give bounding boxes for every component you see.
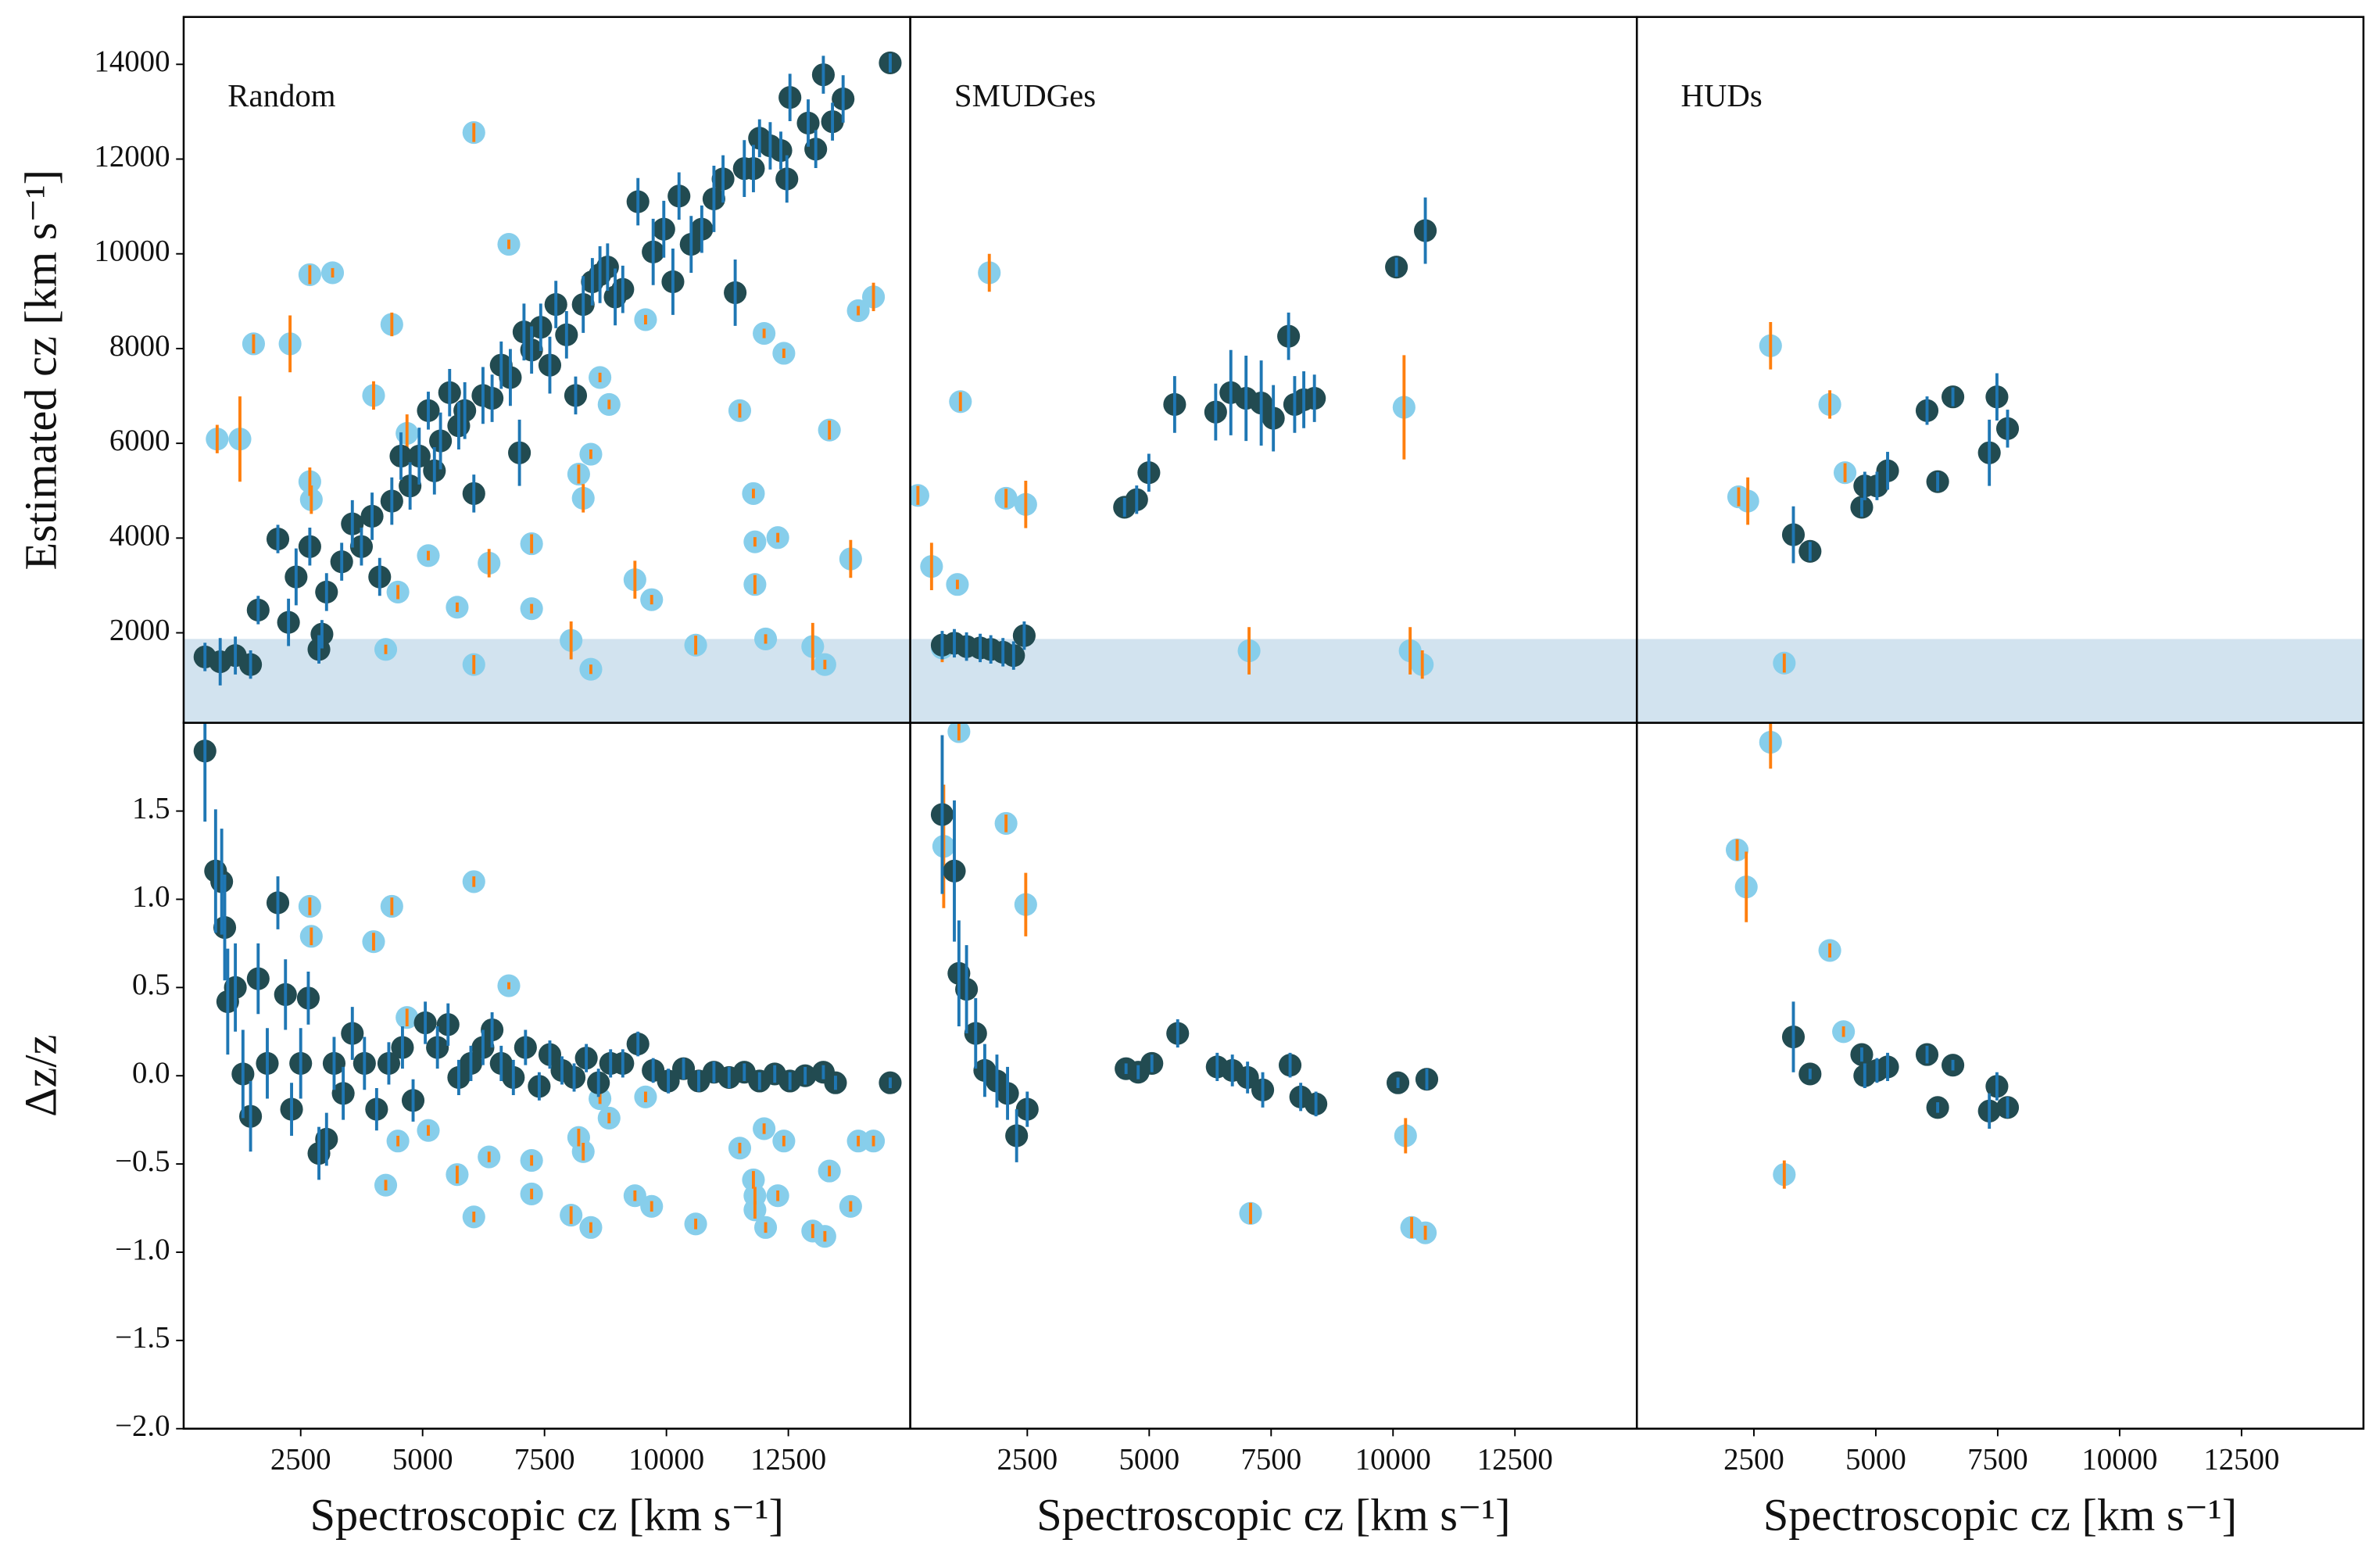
y-tick-label: −1.5 <box>115 1321 170 1355</box>
panel-frame <box>1635 16 2365 724</box>
y-tick-label: 8000 <box>109 329 170 363</box>
y-axis-label: Estimated cz [km s⁻¹] <box>16 170 66 570</box>
x-tick-label: 2500 <box>997 1442 1058 1476</box>
y-axis-label: Δz/z <box>16 1035 66 1117</box>
y-tick-label: 0.5 <box>132 968 170 1001</box>
y-tick-label: −1.0 <box>115 1233 170 1266</box>
x-tick-label: 5000 <box>1845 1442 1906 1476</box>
panel <box>930 722 1439 1244</box>
panel-title: SMUDGes <box>954 78 1096 113</box>
y-tick-label: 10000 <box>94 235 170 268</box>
x-tick-label: 12500 <box>1477 1442 1553 1476</box>
y-tick-label: 1.5 <box>132 791 170 825</box>
x-axis-label: Spectroscopic cz [km s⁻¹] <box>1036 1490 1510 1541</box>
y-tick-label: 2000 <box>109 613 170 646</box>
panel-title: HUDs <box>1681 78 1763 113</box>
panel-frame <box>909 16 1638 724</box>
x-tick-label: 2500 <box>1723 1442 1784 1476</box>
x-tick-label: 12500 <box>750 1442 826 1476</box>
y-tick-label: 1.0 <box>132 879 170 913</box>
panel <box>1637 321 2364 723</box>
x-tick-label: 7500 <box>1240 1442 1301 1476</box>
panel <box>1725 722 2020 1189</box>
y-tick-label: 12000 <box>94 139 170 173</box>
x-axis-label: Spectroscopic cz [km s⁻¹] <box>1763 1490 2237 1541</box>
x-tick-label: 12500 <box>2203 1442 2279 1476</box>
panel-frame <box>909 721 1638 1430</box>
x-tick-label: 5000 <box>1118 1442 1179 1476</box>
y-tick-label: 14000 <box>94 45 170 78</box>
y-tick-label: 4000 <box>109 518 170 552</box>
x-tick-label: 2500 <box>270 1442 331 1476</box>
shade-band <box>1637 639 2364 723</box>
x-tick-label: 10000 <box>628 1442 704 1476</box>
panel-frame <box>1635 721 2365 1430</box>
y-tick-label: 6000 <box>109 424 170 457</box>
y-tick-label: 0.0 <box>132 1056 170 1090</box>
panel <box>910 197 1637 723</box>
x-tick-label: 5000 <box>392 1442 453 1476</box>
x-tick-label: 10000 <box>2081 1442 2157 1476</box>
shade-band <box>183 639 911 723</box>
shade-band <box>910 639 1637 723</box>
panel <box>193 722 902 1248</box>
panel-title: Random <box>227 78 335 113</box>
x-tick-label: 7500 <box>514 1442 575 1476</box>
panel <box>183 51 911 723</box>
y-tick-label: −2.0 <box>115 1409 170 1443</box>
x-axis-label: Spectroscopic cz [km s⁻¹] <box>310 1490 784 1541</box>
y-tick-label: −0.5 <box>115 1144 170 1178</box>
x-tick-label: 10000 <box>1355 1442 1431 1476</box>
x-tick-label: 7500 <box>1967 1442 2028 1476</box>
point <box>910 484 929 507</box>
